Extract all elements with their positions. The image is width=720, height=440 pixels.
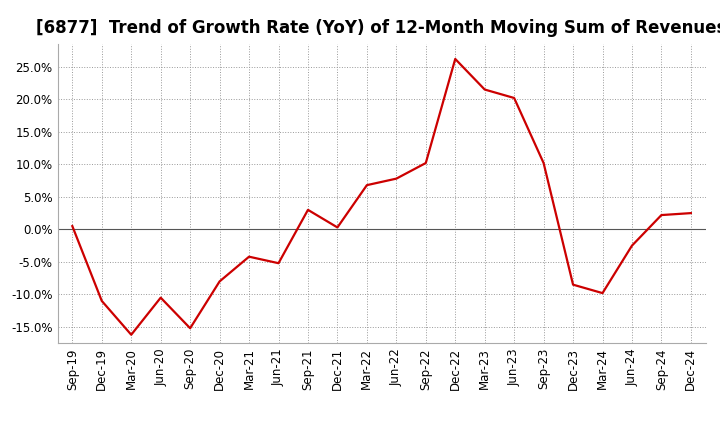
Title: [6877]  Trend of Growth Rate (YoY) of 12-Month Moving Sum of Revenues: [6877] Trend of Growth Rate (YoY) of 12-… (37, 19, 720, 37)
